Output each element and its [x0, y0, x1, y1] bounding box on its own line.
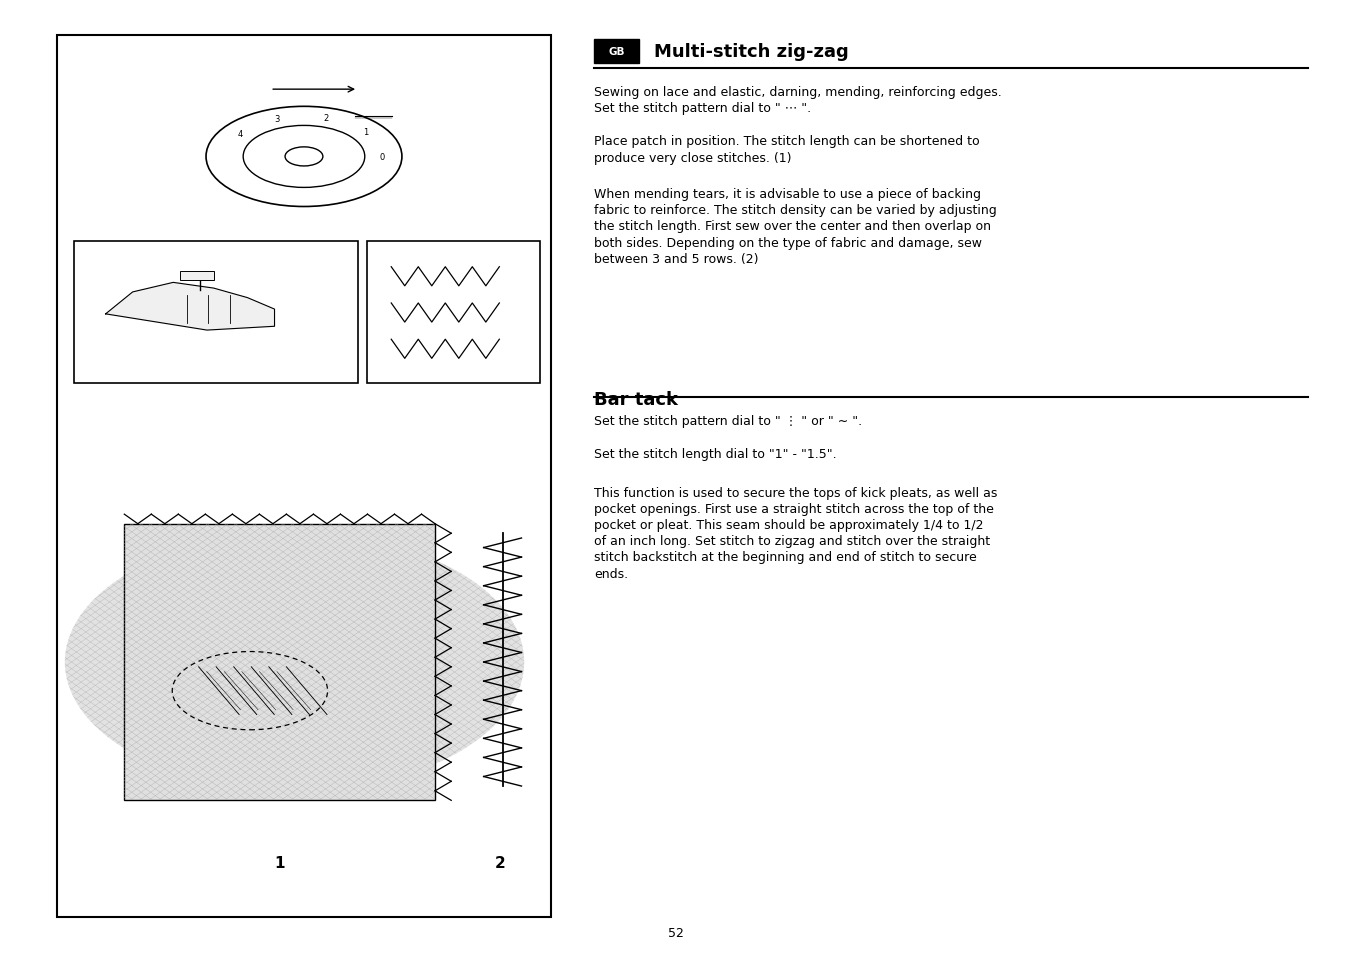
Text: produce very close stitches. (1): produce very close stitches. (1) — [594, 152, 792, 165]
Bar — [594, 40, 639, 64]
Text: stitch backstitch at the beginning and end of stitch to secure: stitch backstitch at the beginning and e… — [594, 551, 977, 564]
Text: 52: 52 — [667, 925, 684, 939]
Text: 4: 4 — [238, 130, 242, 139]
Text: Multi-stitch zig-zag: Multi-stitch zig-zag — [654, 43, 848, 61]
Ellipse shape — [285, 148, 323, 167]
Text: of an inch long. Set stitch to zigzag and stitch over the straight: of an inch long. Set stitch to zigzag an… — [594, 535, 990, 548]
Text: 2: 2 — [494, 855, 505, 870]
Text: 3: 3 — [274, 115, 280, 124]
Polygon shape — [105, 283, 274, 331]
Text: fabric to reinforce. The stitch density can be varied by adjusting: fabric to reinforce. The stitch density … — [594, 204, 997, 217]
Text: Set the stitch pattern dial to " ⋯ ".: Set the stitch pattern dial to " ⋯ ". — [594, 102, 812, 115]
Text: Set the stitch length dial to "1" - "1.5".: Set the stitch length dial to "1" - "1.5… — [594, 448, 838, 461]
Ellipse shape — [243, 127, 365, 189]
Text: Bar tack: Bar tack — [594, 391, 678, 409]
Text: GB: GB — [608, 47, 626, 57]
Text: Sewing on lace and elastic, darning, mending, reinforcing edges.: Sewing on lace and elastic, darning, men… — [594, 86, 1002, 99]
Text: Set the stitch pattern dial to " ⋮ " or " ∼ ".: Set the stitch pattern dial to " ⋮ " or … — [594, 415, 862, 428]
Text: both sides. Depending on the type of fabric and damage, sew: both sides. Depending on the type of fab… — [594, 236, 982, 250]
Bar — [74, 242, 358, 383]
Text: 2: 2 — [323, 114, 328, 123]
Text: the stitch length. First sew over the center and then overlap on: the stitch length. First sew over the ce… — [594, 220, 992, 233]
Ellipse shape — [65, 534, 524, 791]
Bar — [57, 36, 551, 917]
Text: This function is used to secure the tops of kick pleats, as well as: This function is used to secure the tops… — [594, 486, 998, 499]
Text: 0: 0 — [380, 152, 385, 162]
Text: 1: 1 — [363, 128, 369, 137]
Text: 1: 1 — [274, 855, 285, 870]
Ellipse shape — [207, 108, 403, 208]
Text: pocket or pleat. This seam should be approximately 1/4 to 1/2: pocket or pleat. This seam should be app… — [594, 518, 984, 532]
Text: ends.: ends. — [594, 567, 628, 580]
Bar — [367, 242, 540, 383]
Bar — [180, 272, 213, 281]
Text: pocket openings. First use a straight stitch across the top of the: pocket openings. First use a straight st… — [594, 502, 994, 516]
Text: between 3 and 5 rows. (2): between 3 and 5 rows. (2) — [594, 253, 759, 266]
Bar — [124, 524, 435, 801]
Text: Place patch in position. The stitch length can be shortened to: Place patch in position. The stitch leng… — [594, 135, 979, 149]
Text: When mending tears, it is advisable to use a piece of backing: When mending tears, it is advisable to u… — [594, 188, 981, 201]
